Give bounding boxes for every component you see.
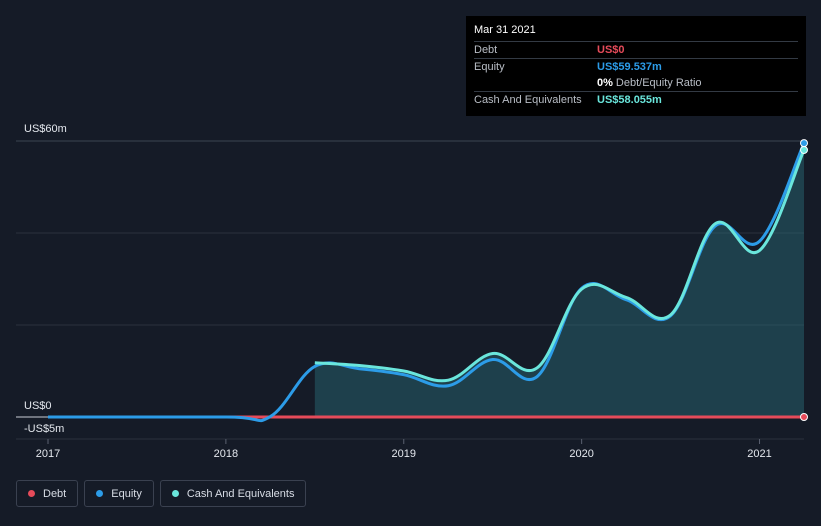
tooltip-row-equity: Equity US$59.537m xyxy=(474,58,798,75)
x-tick-label-2018: 2018 xyxy=(214,448,238,460)
tooltip-row-debt: Debt US$0 xyxy=(474,41,798,58)
tooltip-label-cash: Cash And Equivalents xyxy=(474,94,582,106)
series-line-equity xyxy=(47,142,806,423)
legend-dot-cash-icon xyxy=(171,490,179,497)
tooltip-ratio-label: Debt/Equity Ratio xyxy=(615,77,702,89)
legend-label-debt: Debt xyxy=(43,487,67,500)
y-label-zero: US$0 xyxy=(24,400,52,412)
x-tick-label-2019: 2019 xyxy=(392,448,416,460)
legend-item-equity[interactable]: Equity xyxy=(84,480,154,507)
tooltip-label-debt: Debt xyxy=(474,44,498,56)
cash-area-fill xyxy=(314,149,804,417)
legend-item-debt[interactable]: Debt xyxy=(16,480,79,507)
legend-label-cash: Cash And Equivalents xyxy=(186,487,295,500)
x-tick-label-2020: 2020 xyxy=(569,448,593,460)
series-end-marker-cash xyxy=(800,145,808,154)
legend-dot-debt-icon xyxy=(28,490,35,497)
legend-label-equity: Equity xyxy=(111,487,142,500)
tooltip-ratio-value: 0% xyxy=(597,77,613,89)
chart-legend: Debt Equity Cash And Equivalents xyxy=(16,480,312,507)
tooltip-value-equity: US$59.537m xyxy=(597,61,662,73)
x-tick-label-2017: 2017 xyxy=(36,448,60,460)
series-line-cash xyxy=(314,149,806,383)
series-end-marker-equity xyxy=(800,139,808,148)
series-end-marker-debt xyxy=(800,413,808,421)
y-label-bottom: -US$5m xyxy=(24,423,64,435)
tooltip-date: Mar 31 2021 xyxy=(474,24,536,36)
y-label-top: US$60m xyxy=(24,123,67,135)
tooltip-row-ratio: 0% Debt/Equity Ratio xyxy=(474,75,798,91)
tooltip-label-equity: Equity xyxy=(474,61,505,73)
tooltip-value-cash: US$58.055m xyxy=(597,94,662,106)
legend-dot-equity-icon xyxy=(96,490,104,497)
legend-item-cash[interactable]: Cash And Equivalents xyxy=(159,480,307,507)
tooltip-row-cash: Cash And Equivalents US$58.055m xyxy=(474,91,798,108)
tooltip-value-debt: US$0 xyxy=(597,44,625,56)
tooltip-panel: Mar 31 2021 Debt US$0 Equity US$59.537m … xyxy=(466,16,806,116)
x-tick-label-2021: 2021 xyxy=(747,448,771,460)
